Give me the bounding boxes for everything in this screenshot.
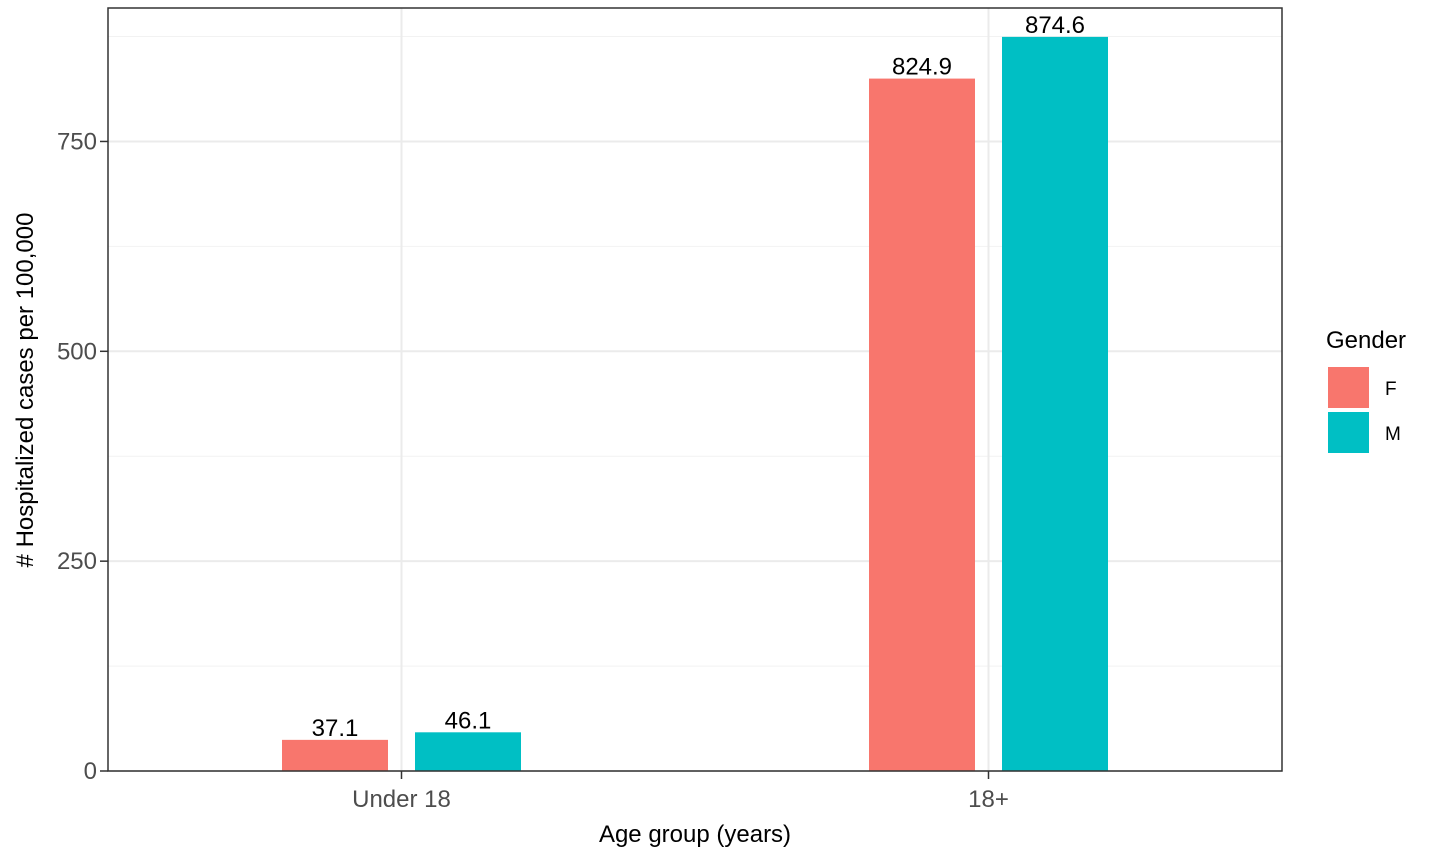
y-tick-label: 0	[84, 758, 97, 785]
bar-value-label: 874.6	[1025, 12, 1085, 39]
bar-f	[869, 78, 975, 772]
y-tick-label: 250	[57, 548, 97, 575]
x-axis: Under 18 18+	[352, 771, 1009, 813]
x-tick-label: 18+	[968, 786, 1009, 813]
legend-key-f	[1328, 367, 1369, 408]
x-axis-title: Age group (years)	[599, 821, 791, 848]
y-axis-title: # Hospitalized cases per 100,000	[12, 213, 39, 568]
legend-title: Gender	[1326, 327, 1406, 354]
legend-label: M	[1385, 424, 1401, 445]
bar-value-label: 824.9	[892, 54, 952, 81]
bar-value-label: 37.1	[312, 715, 359, 742]
panel-border	[107, 7, 1283, 772]
y-tick-label: 750	[57, 128, 97, 155]
bar-m	[415, 732, 521, 771]
x-tick-label: Under 18	[352, 786, 451, 813]
bar-m	[1002, 36, 1108, 771]
bar-labels: 37.1 824.9 46.1 874.6	[312, 12, 1085, 742]
bar-f	[282, 739, 388, 771]
y-tick-label: 500	[57, 338, 97, 365]
legend: Gender FM	[1326, 327, 1406, 453]
bar-value-label: 46.1	[445, 707, 492, 734]
y-axis: 0 250 500 750	[57, 128, 108, 785]
legend-label: F	[1385, 379, 1397, 400]
legend-items: FM	[1328, 367, 1401, 453]
plot-panel: 37.1 824.9 46.1 874.6	[107, 7, 1283, 772]
legend-key-m	[1328, 412, 1369, 453]
bars	[282, 36, 1108, 772]
